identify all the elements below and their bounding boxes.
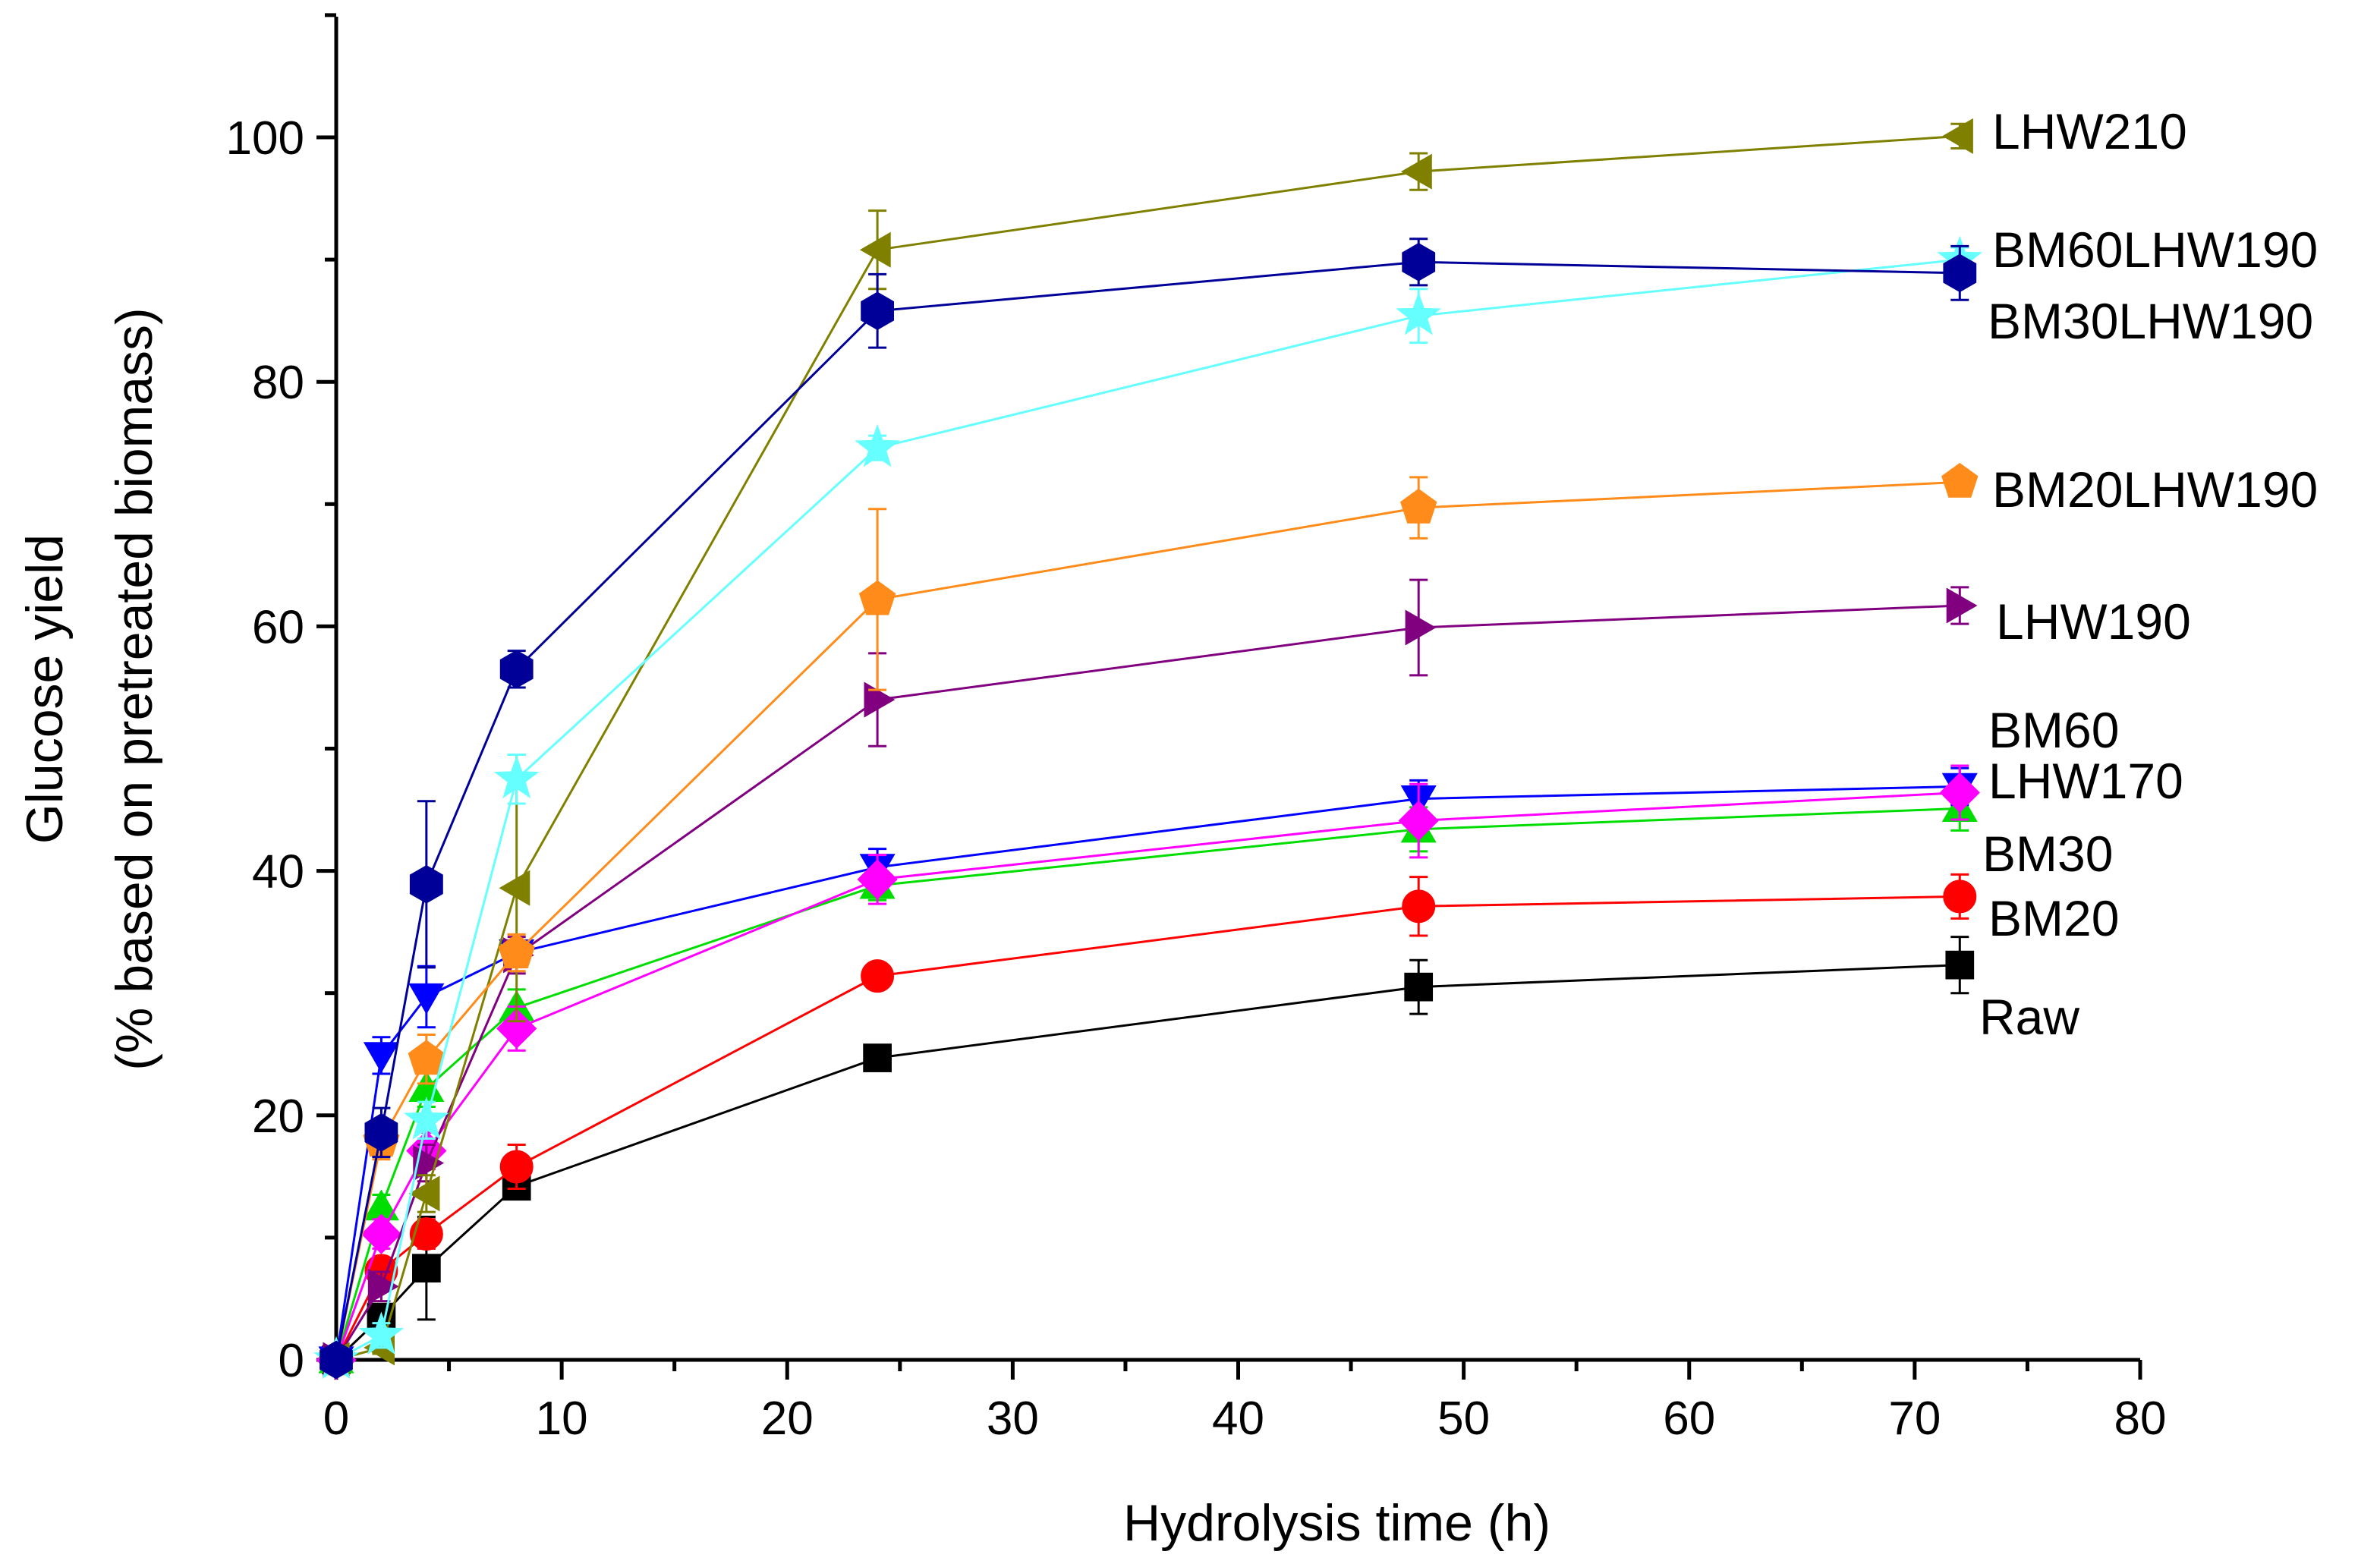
y-tick-label: 80 xyxy=(252,357,304,409)
series-line xyxy=(335,964,1960,1361)
data-point xyxy=(1404,972,1434,1002)
x-tick-label: 80 xyxy=(2114,1392,2167,1445)
series-label-raw: Raw xyxy=(1979,989,2079,1045)
x-tick-label: 60 xyxy=(1663,1392,1715,1445)
y-axis-subtitle: (% based on pretreated biomass) xyxy=(105,307,163,1070)
data-point xyxy=(1939,772,1980,813)
data-point xyxy=(1942,118,1973,154)
data-point xyxy=(493,755,540,799)
data-point xyxy=(857,859,898,900)
series-lhw210 xyxy=(318,118,1973,1378)
data-point xyxy=(1943,253,1977,293)
series-bm30lhw190 xyxy=(313,235,1983,1380)
axes-layer: 0 10 20 30 40 50 60 70 80 0 20 40 60 80 100 Hydrolysis … xyxy=(16,13,2167,1552)
y-tick-label: 0 xyxy=(279,1335,304,1387)
data-point xyxy=(1402,243,1436,282)
data-point xyxy=(861,959,895,993)
data-point xyxy=(358,1311,405,1355)
data-point xyxy=(1945,950,1975,980)
y-tick-label: 40 xyxy=(252,846,304,898)
data-point xyxy=(320,1340,353,1380)
data-point xyxy=(409,865,443,904)
x-tick-label: 70 xyxy=(1888,1392,1941,1445)
series-line xyxy=(335,260,1960,1361)
data-point xyxy=(404,1096,449,1140)
data-point xyxy=(1402,889,1436,924)
series-label-bm20lhw190: BM20LHW190 xyxy=(1992,461,2318,518)
x-axis-title: Hydrolysis time (h) xyxy=(1123,1494,1550,1552)
data-point xyxy=(409,1217,443,1251)
series-line xyxy=(335,895,1960,1361)
x-tick-label: 30 xyxy=(987,1392,1039,1445)
data-point xyxy=(364,1113,398,1152)
series-line xyxy=(335,258,1960,1361)
series-label-bm30lhw190: BM30LHW190 xyxy=(1988,293,2313,349)
data-point xyxy=(859,231,891,268)
x-tick-label: 20 xyxy=(761,1392,814,1445)
x-tick-label: 50 xyxy=(1437,1392,1490,1445)
series-label-lhw170: LHW170 xyxy=(1988,753,2183,809)
data-point xyxy=(863,1043,892,1072)
data-point xyxy=(1405,609,1437,646)
series-bm60 xyxy=(318,766,1978,1378)
data-point xyxy=(363,1042,399,1074)
data-point xyxy=(496,1008,537,1049)
data-point xyxy=(498,933,535,969)
x-tick-label: 40 xyxy=(1212,1392,1264,1445)
data-point xyxy=(855,423,900,467)
data-point xyxy=(1400,488,1437,524)
series-line xyxy=(335,134,1960,1361)
series-lhw190 xyxy=(323,578,1978,1378)
y-tick-label: 100 xyxy=(226,112,304,165)
data-point xyxy=(408,1175,440,1212)
series-label-bm60lhw190: BM60LHW190 xyxy=(1992,222,2318,278)
series-line xyxy=(335,785,1960,1361)
series-label-bm60: BM60 xyxy=(1988,702,2119,758)
data-point xyxy=(499,1150,534,1184)
data-point xyxy=(861,291,894,331)
data-point xyxy=(360,1213,402,1254)
series-label-lhw210: LHW210 xyxy=(1992,103,2187,159)
data-point xyxy=(499,870,530,906)
y-axis-title: Glucose yield xyxy=(16,534,74,844)
x-tick-label: 10 xyxy=(536,1392,588,1445)
data-point xyxy=(1398,800,1439,842)
data-point xyxy=(1400,153,1432,190)
y-tick-label: 60 xyxy=(252,601,304,653)
data-point xyxy=(1941,462,1979,498)
data-point xyxy=(1943,880,1977,914)
data-point xyxy=(1946,587,1978,624)
data-point xyxy=(367,1268,399,1304)
series-layer xyxy=(313,118,1983,1380)
data-point xyxy=(413,1145,445,1182)
series-label-bm30: BM30 xyxy=(1982,826,2113,882)
series-bm60lhw190 xyxy=(320,238,1977,1380)
series-label-lhw190: LHW190 xyxy=(1996,593,2191,650)
series-line xyxy=(335,791,1960,1361)
data-point xyxy=(499,650,534,689)
series-line xyxy=(335,480,1960,1361)
data-point xyxy=(1396,291,1442,335)
series-raw xyxy=(322,936,1975,1374)
data-point xyxy=(864,681,896,718)
series-line xyxy=(335,604,1960,1361)
series-bm30 xyxy=(318,785,1978,1374)
data-point xyxy=(858,580,896,615)
data-point xyxy=(408,983,445,1015)
data-point xyxy=(412,1254,441,1283)
series-label-bm20: BM20 xyxy=(1988,890,2119,946)
data-point xyxy=(408,1040,445,1075)
y-tick-label: 20 xyxy=(252,1090,304,1143)
x-tick-label: 0 xyxy=(323,1392,349,1445)
series-bm20 xyxy=(320,873,1977,1377)
